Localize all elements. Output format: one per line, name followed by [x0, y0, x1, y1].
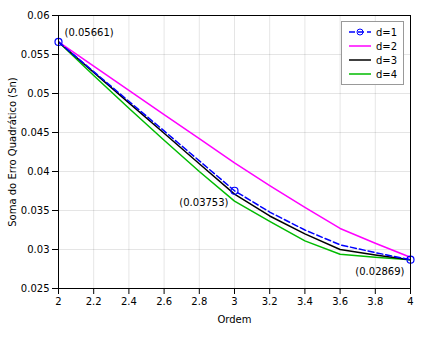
html-text:d=2: d=2	[375, 40, 397, 52]
svg-text:3.8: 3.8	[367, 296, 383, 307]
svg-text:2: 2	[55, 296, 61, 307]
html-text:d=4: d=4	[375, 68, 397, 80]
svg-text:0.03: 0.03	[27, 244, 49, 255]
svg-text:0.05: 0.05	[27, 88, 49, 99]
svg-text:Soma do Erro Quadrático (Sn): Soma do Erro Quadrático (Sn)	[7, 77, 18, 227]
svg-text:2.4: 2.4	[121, 296, 137, 307]
svg-text:(0.03753): (0.03753)	[179, 197, 228, 208]
svg-text:0.06: 0.06	[27, 10, 49, 21]
svg-text:3: 3	[231, 296, 237, 307]
svg-text:4: 4	[407, 296, 413, 307]
html-text:d=1: d=1	[375, 26, 397, 38]
svg-text:0.025: 0.025	[21, 283, 50, 294]
svg-text:0.035: 0.035	[21, 205, 50, 216]
svg-text:3.2: 3.2	[262, 296, 278, 307]
svg-text:Ordem: Ordem	[217, 314, 251, 325]
svg-text:3.4: 3.4	[297, 296, 313, 307]
svg-text:2.2: 2.2	[86, 296, 102, 307]
html-text:d=3: d=3	[375, 54, 397, 66]
svg-text:0.045: 0.045	[21, 127, 50, 138]
svg-text:(0.02869): (0.02869)	[355, 266, 404, 277]
svg-text:2.8: 2.8	[191, 296, 207, 307]
svg-text:3.6: 3.6	[332, 296, 348, 307]
svg-text:2.6: 2.6	[156, 296, 172, 307]
svg-text:0.055: 0.055	[21, 49, 50, 60]
svg-text:0.04: 0.04	[27, 166, 49, 177]
svg-text:(0.05661): (0.05661)	[65, 27, 114, 38]
